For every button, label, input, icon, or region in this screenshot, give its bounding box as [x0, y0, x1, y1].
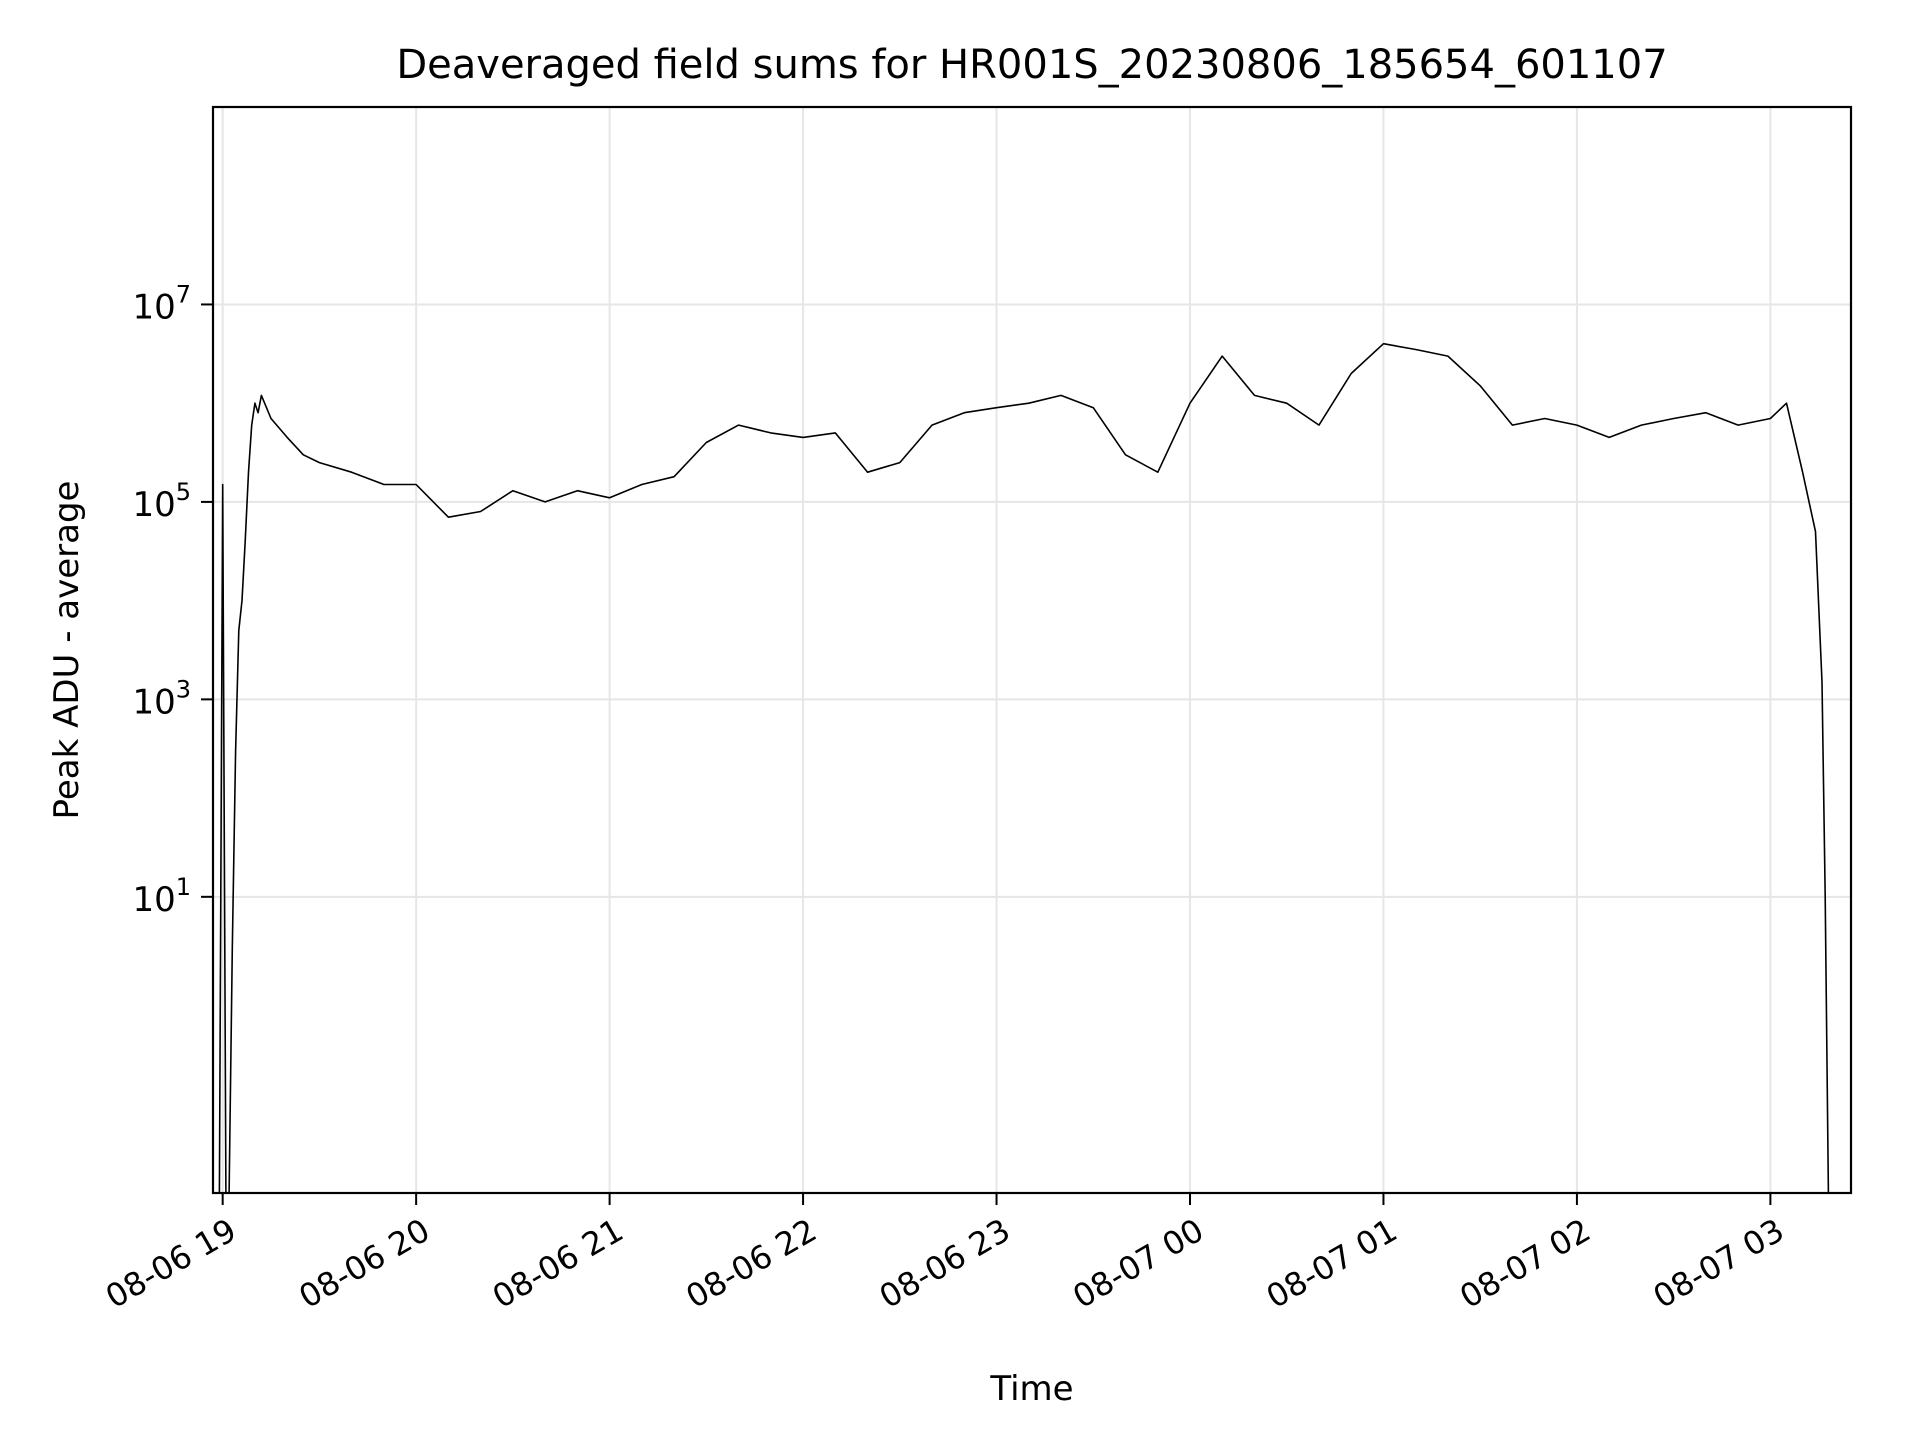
- y-tick-label: 103: [132, 675, 191, 722]
- y-tick-label: 101: [132, 873, 191, 920]
- series: [218, 342, 1830, 1194]
- grid: [213, 107, 1851, 1193]
- x-tick-label: 08-06 21: [486, 1211, 630, 1316]
- x-axis-label: Time: [989, 1369, 1073, 1409]
- plot-frame: [211, 105, 1853, 1195]
- x-tick-label: 08-07 01: [1260, 1211, 1404, 1316]
- x-tick-label: 08-07 02: [1453, 1211, 1597, 1316]
- x-tick-label: 08-06 19: [99, 1211, 243, 1316]
- series-line: [218, 342, 1830, 1194]
- x-tick-label: 08-06 20: [293, 1211, 437, 1316]
- x-tick-label: 08-06 22: [679, 1211, 823, 1316]
- x-tick-label: 08-06 23: [873, 1211, 1017, 1316]
- chart-title: Deaveraged field sums for HR001S_2023080…: [396, 42, 1667, 88]
- x-ticks: 08-06 19 08-06 20 08-06 21 08-06 22 08-06 23…: [99, 1193, 1790, 1316]
- y-tick-label: 105: [132, 478, 191, 525]
- x-tick-label: 08-07 00: [1066, 1211, 1210, 1316]
- y-axis-label: Peak ADU - average: [47, 481, 87, 820]
- y-tick-label: 107: [132, 280, 191, 327]
- x-tick-label: 08-07 03: [1647, 1211, 1791, 1316]
- y-ticks: 101 103 105 107: [132, 280, 213, 920]
